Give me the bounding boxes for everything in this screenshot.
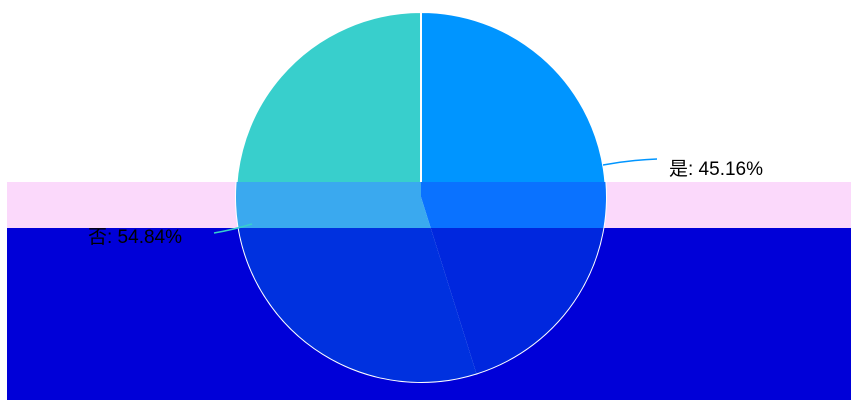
pie-slice-yes-pink-tint [421, 182, 606, 228]
pie-slice-yes-blue-tint [430, 228, 604, 374]
leader-lines [213, 158, 658, 234]
leader-line-no [213, 223, 253, 234]
slice-label-yes: 是: 45.16% [669, 159, 763, 180]
leader-line-yes [602, 158, 658, 166]
pie-slices-overlay [235, 182, 606, 382]
pie-slice-no-blue-tint [238, 228, 477, 382]
slice-label-no: 否: 54.84% [88, 227, 182, 248]
pie-slice-no-pink-tint [235, 182, 431, 228]
